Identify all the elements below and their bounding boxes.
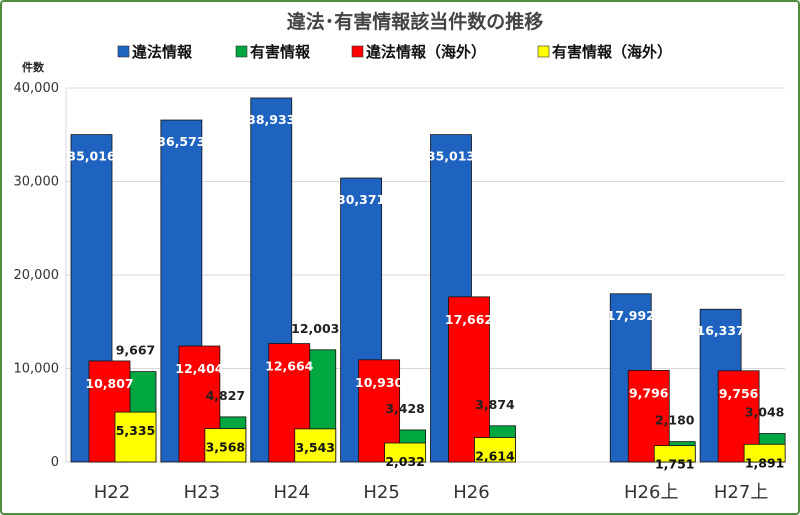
data-label-illegal: 35,016 [67, 149, 116, 164]
data-label-harmful: 3,874 [475, 397, 515, 412]
y-tick-label: 20,000 [14, 268, 60, 283]
x-tick-label: H25 [363, 482, 399, 503]
data-label-illegal: 36,573 [157, 134, 205, 149]
data-label-harmful-overseas: 1,751 [655, 457, 695, 472]
y-tick-label: 10,000 [14, 362, 60, 377]
bars [70, 97, 786, 463]
legend-swatch [537, 45, 550, 58]
bar-harmful-overseas [653, 445, 696, 463]
data-label-illegal-overseas: 9,756 [719, 386, 759, 401]
bar-illegal-overseas [448, 296, 490, 463]
y-axis-unit-label: 件数 [22, 60, 45, 74]
data-label-illegal: 17,992 [607, 308, 655, 323]
data-label-illegal-overseas: 12,664 [265, 359, 314, 374]
data-label-illegal: 35,013 [427, 149, 475, 164]
data-label-illegal: 16,337 [697, 323, 745, 338]
legend-label: 違法情報（海外） [366, 43, 486, 61]
data-label-harmful: 12,003 [291, 321, 339, 336]
data-label-harmful: 3,048 [745, 405, 785, 420]
data-label-harmful-overseas: 1,891 [745, 455, 785, 470]
x-tick-label: H27上 [714, 482, 768, 503]
bar-harmful-overseas [384, 442, 427, 463]
bar-harmful-overseas [204, 428, 247, 463]
legend-swatch [235, 45, 248, 58]
data-label-harmful-overseas: 3,543 [295, 440, 335, 455]
data-label-illegal-overseas: 12,404 [175, 361, 224, 376]
bar-harmful-overseas [114, 411, 157, 463]
x-tick-label: H23 [184, 482, 220, 503]
bar-harmful-overseas [743, 443, 786, 463]
data-label-illegal-overseas: 10,807 [85, 376, 133, 391]
bar-harmful-overseas [474, 437, 516, 463]
data-label-harmful: 2,180 [655, 413, 695, 428]
data-label-harmful-overseas: 3,568 [206, 440, 246, 455]
data-label-illegal: 38,933 [247, 112, 295, 127]
legend-label: 有害情報 [250, 43, 311, 61]
y-tick-label: 30,000 [14, 175, 60, 190]
legend-label: 違法情報 [132, 43, 193, 61]
chart-title: 違法･有害情報該当件数の推移 [287, 10, 544, 33]
data-label-harmful-overseas: 2,614 [475, 449, 515, 464]
data-labels: 35,016 9,667 10,807 5,335 36,573 4,827 12,404 3… [67, 112, 784, 472]
y-axis-ticks: 0 10,000 20,000 30,000 40,000 [14, 81, 60, 470]
x-axis-ticks: H22 H23 H24 H25 H26 H26上 H27上 [94, 482, 769, 503]
data-label-illegal: 30,371 [337, 192, 385, 207]
legend-swatch [351, 45, 364, 58]
x-tick-label: H26 [453, 482, 489, 503]
y-tick-label: 40,000 [14, 81, 60, 96]
data-label-harmful: 4,827 [206, 388, 246, 403]
x-tick-label: H24 [274, 482, 310, 503]
data-label-harmful: 3,428 [385, 401, 425, 416]
legend-label: 有害情報（海外） [552, 43, 672, 61]
x-tick-label: H22 [94, 482, 130, 503]
data-label-illegal-overseas: 17,662 [445, 312, 493, 327]
legend: 違法情報 有害情報 違法情報（海外） 有害情報（海外） [117, 43, 672, 61]
data-label-harmful-overseas: 2,032 [385, 454, 425, 469]
x-tick-label: H26上 [624, 482, 678, 503]
data-label-harmful-overseas: 5,335 [116, 423, 156, 438]
legend-swatch [117, 45, 130, 58]
data-label-illegal-overseas: 10,930 [355, 375, 404, 390]
y-tick-label: 0 [51, 455, 59, 470]
data-label-harmful: 9,667 [116, 343, 156, 358]
bar-harmful-overseas [294, 428, 337, 463]
data-label-illegal-overseas: 9,796 [629, 385, 669, 400]
